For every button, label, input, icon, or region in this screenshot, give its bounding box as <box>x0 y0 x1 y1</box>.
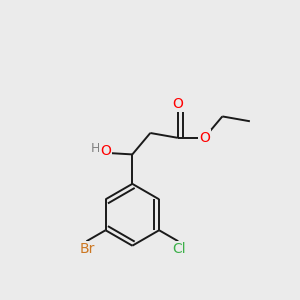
Text: Br: Br <box>79 242 95 256</box>
Text: H: H <box>91 142 100 155</box>
Text: O: O <box>100 145 111 158</box>
Text: O: O <box>172 97 183 111</box>
Text: O: O <box>199 130 210 145</box>
Text: Cl: Cl <box>172 242 186 256</box>
